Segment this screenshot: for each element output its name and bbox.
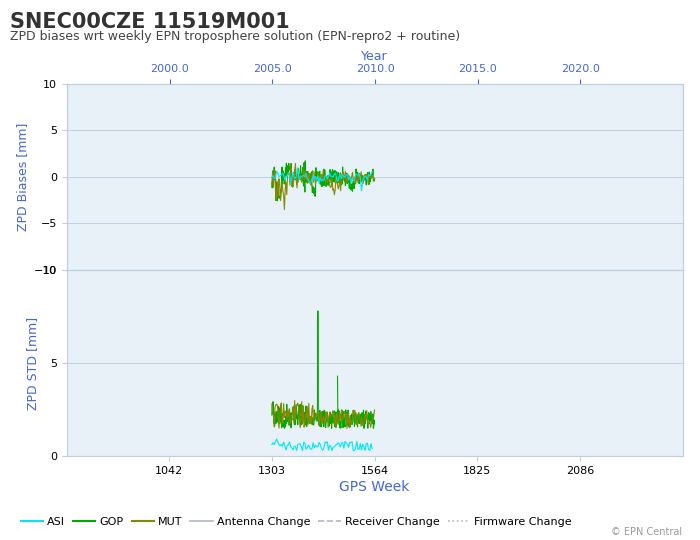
X-axis label: Year: Year [361, 50, 388, 63]
Y-axis label: ZPD Biases [mm]: ZPD Biases [mm] [16, 123, 29, 231]
Text: ZPD biases wrt weekly EPN troposphere solution (EPN-repro2 + routine): ZPD biases wrt weekly EPN troposphere so… [10, 30, 461, 43]
X-axis label: GPS Week: GPS Week [340, 480, 410, 494]
Text: SNEC00CZE 11519M001: SNEC00CZE 11519M001 [10, 12, 290, 32]
Legend: ASI, GOP, MUT, Antenna Change, Receiver Change, Firmware Change: ASI, GOP, MUT, Antenna Change, Receiver … [16, 513, 576, 532]
Text: © EPN Central: © EPN Central [611, 527, 682, 537]
Y-axis label: ZPD STD [mm]: ZPD STD [mm] [26, 316, 38, 410]
